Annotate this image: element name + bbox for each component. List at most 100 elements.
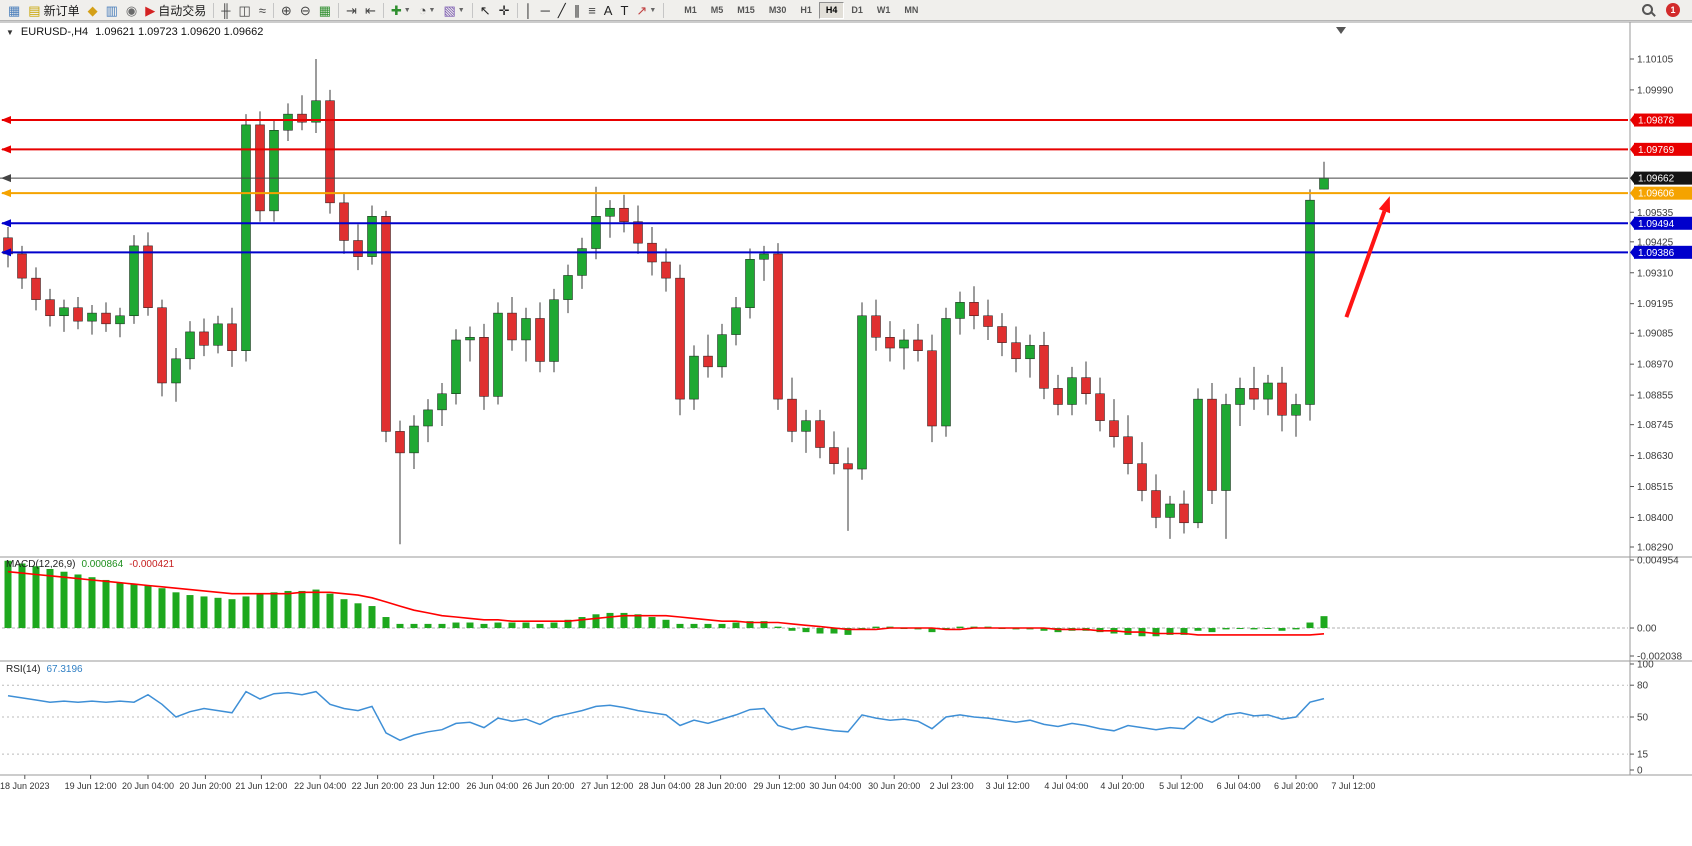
time-label[interactable]: 30 Jun 04:00	[809, 781, 861, 791]
timeframe-m5[interactable]: M5	[710, 4, 724, 15]
macd-bar	[648, 617, 656, 629]
candle-body	[73, 307, 83, 322]
text-icon[interactable]: A	[600, 1, 617, 19]
time-label[interactable]: 26 Jun 04:00	[466, 781, 518, 791]
time-label[interactable]: 30 Jun 20:00	[868, 781, 920, 791]
indicators-dropdown-caret: ▼	[403, 6, 411, 14]
macd-bar	[928, 628, 936, 633]
market-news-icon[interactable]: ◉	[122, 1, 141, 19]
timeframe-mn[interactable]: MN	[904, 4, 919, 15]
price-badge-notch	[1630, 113, 1635, 127]
time-label[interactable]: 18 Jun 2023	[0, 781, 50, 791]
timeframe-m30[interactable]: M30	[768, 4, 787, 15]
macd-bar	[32, 566, 40, 629]
candle-body	[773, 253, 783, 400]
chart-window[interactable]: 1.10105 1.09990 1.09535 1.09425 1.09310 1.091…	[0, 21, 1692, 846]
new-chart-button[interactable]: ▦	[4, 1, 24, 19]
price-tick-label: 1.09535	[1637, 208, 1674, 219]
time-label[interactable]: 22 Jun 20:00	[352, 781, 404, 791]
time-label[interactable]: 21 Jun 12:00	[235, 781, 287, 791]
candle-body	[269, 130, 279, 212]
bar-chart-icon[interactable]: ╫	[217, 1, 234, 19]
mql5-community-icon[interactable]: ◆	[84, 1, 102, 19]
fibonacci-icon[interactable]: ≡	[584, 1, 600, 19]
candlestick-chart-icon[interactable]: ◫	[234, 1, 254, 19]
templates-dropdown[interactable]: ▧ ▼	[439, 1, 468, 19]
auto-scroll-icon[interactable]: ⇥	[342, 1, 361, 19]
time-label[interactable]: 2 Jul 23:00	[930, 781, 974, 791]
candle-body	[1193, 398, 1203, 524]
charts-icon[interactable]: ▥	[102, 1, 122, 19]
time-label[interactable]: 6 Jul 04:00	[1217, 781, 1261, 791]
macd-bar	[1320, 616, 1328, 629]
toolbar-right: 1	[1641, 3, 1688, 18]
price-badge-label: 1.09386	[1638, 248, 1675, 259]
macd-axis-label: -0.002038	[1637, 652, 1682, 663]
time-label[interactable]: 6 Jul 20:00	[1274, 781, 1318, 791]
candle-body	[815, 420, 825, 448]
timeframe-w1[interactable]: W1	[876, 4, 891, 15]
macd-bar	[1180, 628, 1188, 635]
time-label[interactable]: 22 Jun 04:00	[294, 781, 346, 791]
candle-body	[115, 315, 125, 325]
zoom-out-icon[interactable]: ⊖	[296, 1, 315, 19]
timeframe-m15[interactable]: M15	[737, 4, 755, 15]
candle-body	[1123, 436, 1133, 464]
collapse-ohlc-icon[interactable]: ▼	[6, 27, 14, 37]
price-badge-label: 1.09878	[1638, 116, 1675, 127]
time-label[interactable]: 28 Jun 04:00	[639, 781, 691, 791]
time-label[interactable]: 29 Jun 12:00	[753, 781, 805, 791]
cursor-icon[interactable]: ↖	[476, 1, 495, 19]
timeframe-h4[interactable]: H4	[818, 1, 845, 19]
time-label[interactable]: 27 Jun 12:00	[581, 781, 633, 791]
trendline-icon[interactable]: ╱	[554, 1, 570, 19]
toolbar-separator	[338, 2, 340, 18]
price-tick-label: 1.08855	[1637, 391, 1674, 402]
time-label[interactable]: 26 Jun 20:00	[522, 781, 574, 791]
indicators-dropdown[interactable]: ✚ ▼	[387, 1, 415, 19]
time-label[interactable]: 28 Jun 20:00	[695, 781, 747, 791]
candle-body	[171, 358, 181, 384]
timeframe-d1[interactable]: D1	[851, 4, 863, 15]
label-icon[interactable]: T	[616, 1, 632, 19]
tile-windows-icon[interactable]: ▦	[315, 1, 335, 19]
chart-shift-icon[interactable]: ⇤	[361, 1, 380, 19]
horizontal-line-icon[interactable]: ─	[537, 1, 554, 19]
vertical-line-icon[interactable]: │	[521, 1, 537, 19]
search-icon[interactable]	[1641, 3, 1656, 18]
line-chart-icon[interactable]: ≈	[255, 1, 270, 19]
macd-bar	[1222, 628, 1230, 630]
periods-dropdown[interactable]: ◔ ▼	[415, 1, 440, 19]
time-label[interactable]: 4 Jul 20:00	[1100, 781, 1144, 791]
timeframe-h1[interactable]: H1	[800, 4, 812, 15]
chart-shift-marker[interactable]	[1336, 27, 1346, 34]
macd-bar	[788, 628, 796, 631]
time-label[interactable]: 20 Jun 20:00	[179, 781, 231, 791]
time-label[interactable]: 7 Jul 12:00	[1331, 781, 1375, 791]
new-order-button[interactable]: ▤ 新订单	[24, 1, 83, 19]
macd-bar	[242, 596, 250, 629]
crosshair-icon[interactable]: ✛	[495, 1, 514, 19]
zoom-in-icon[interactable]: ⊕	[277, 1, 296, 19]
arrows-dropdown[interactable]: ↗ ▼	[632, 1, 660, 19]
time-label[interactable]: 4 Jul 04:00	[1044, 781, 1088, 791]
time-label[interactable]: 3 Jul 12:00	[986, 781, 1030, 791]
autotrade-button[interactable]: ▶ 自动交易	[141, 1, 210, 19]
timeframe-m1[interactable]: M1	[684, 4, 697, 15]
time-label[interactable]: 23 Jun 12:00	[408, 781, 460, 791]
time-label[interactable]: 19 Jun 12:00	[65, 781, 117, 791]
trend-arrow-annotation[interactable]	[1344, 210, 1387, 318]
candle-body	[101, 312, 111, 325]
time-label[interactable]: 5 Jul 12:00	[1159, 781, 1203, 791]
macd-bar	[298, 590, 306, 629]
notifications-badge[interactable]: 1	[1666, 3, 1680, 17]
candle-body	[1221, 404, 1231, 491]
candle-body	[143, 245, 153, 308]
chart-canvas[interactable]: 1.10105 1.09990 1.09535 1.09425 1.09310 1.091…	[0, 21, 1692, 846]
time-label[interactable]: 20 Jun 04:00	[122, 781, 174, 791]
channel-icon[interactable]: ∥	[570, 1, 585, 19]
macd-bar	[1166, 628, 1174, 635]
candle-body	[661, 261, 671, 279]
price-badge-label: 1.09662	[1638, 174, 1675, 185]
macd-bar	[1292, 628, 1300, 630]
